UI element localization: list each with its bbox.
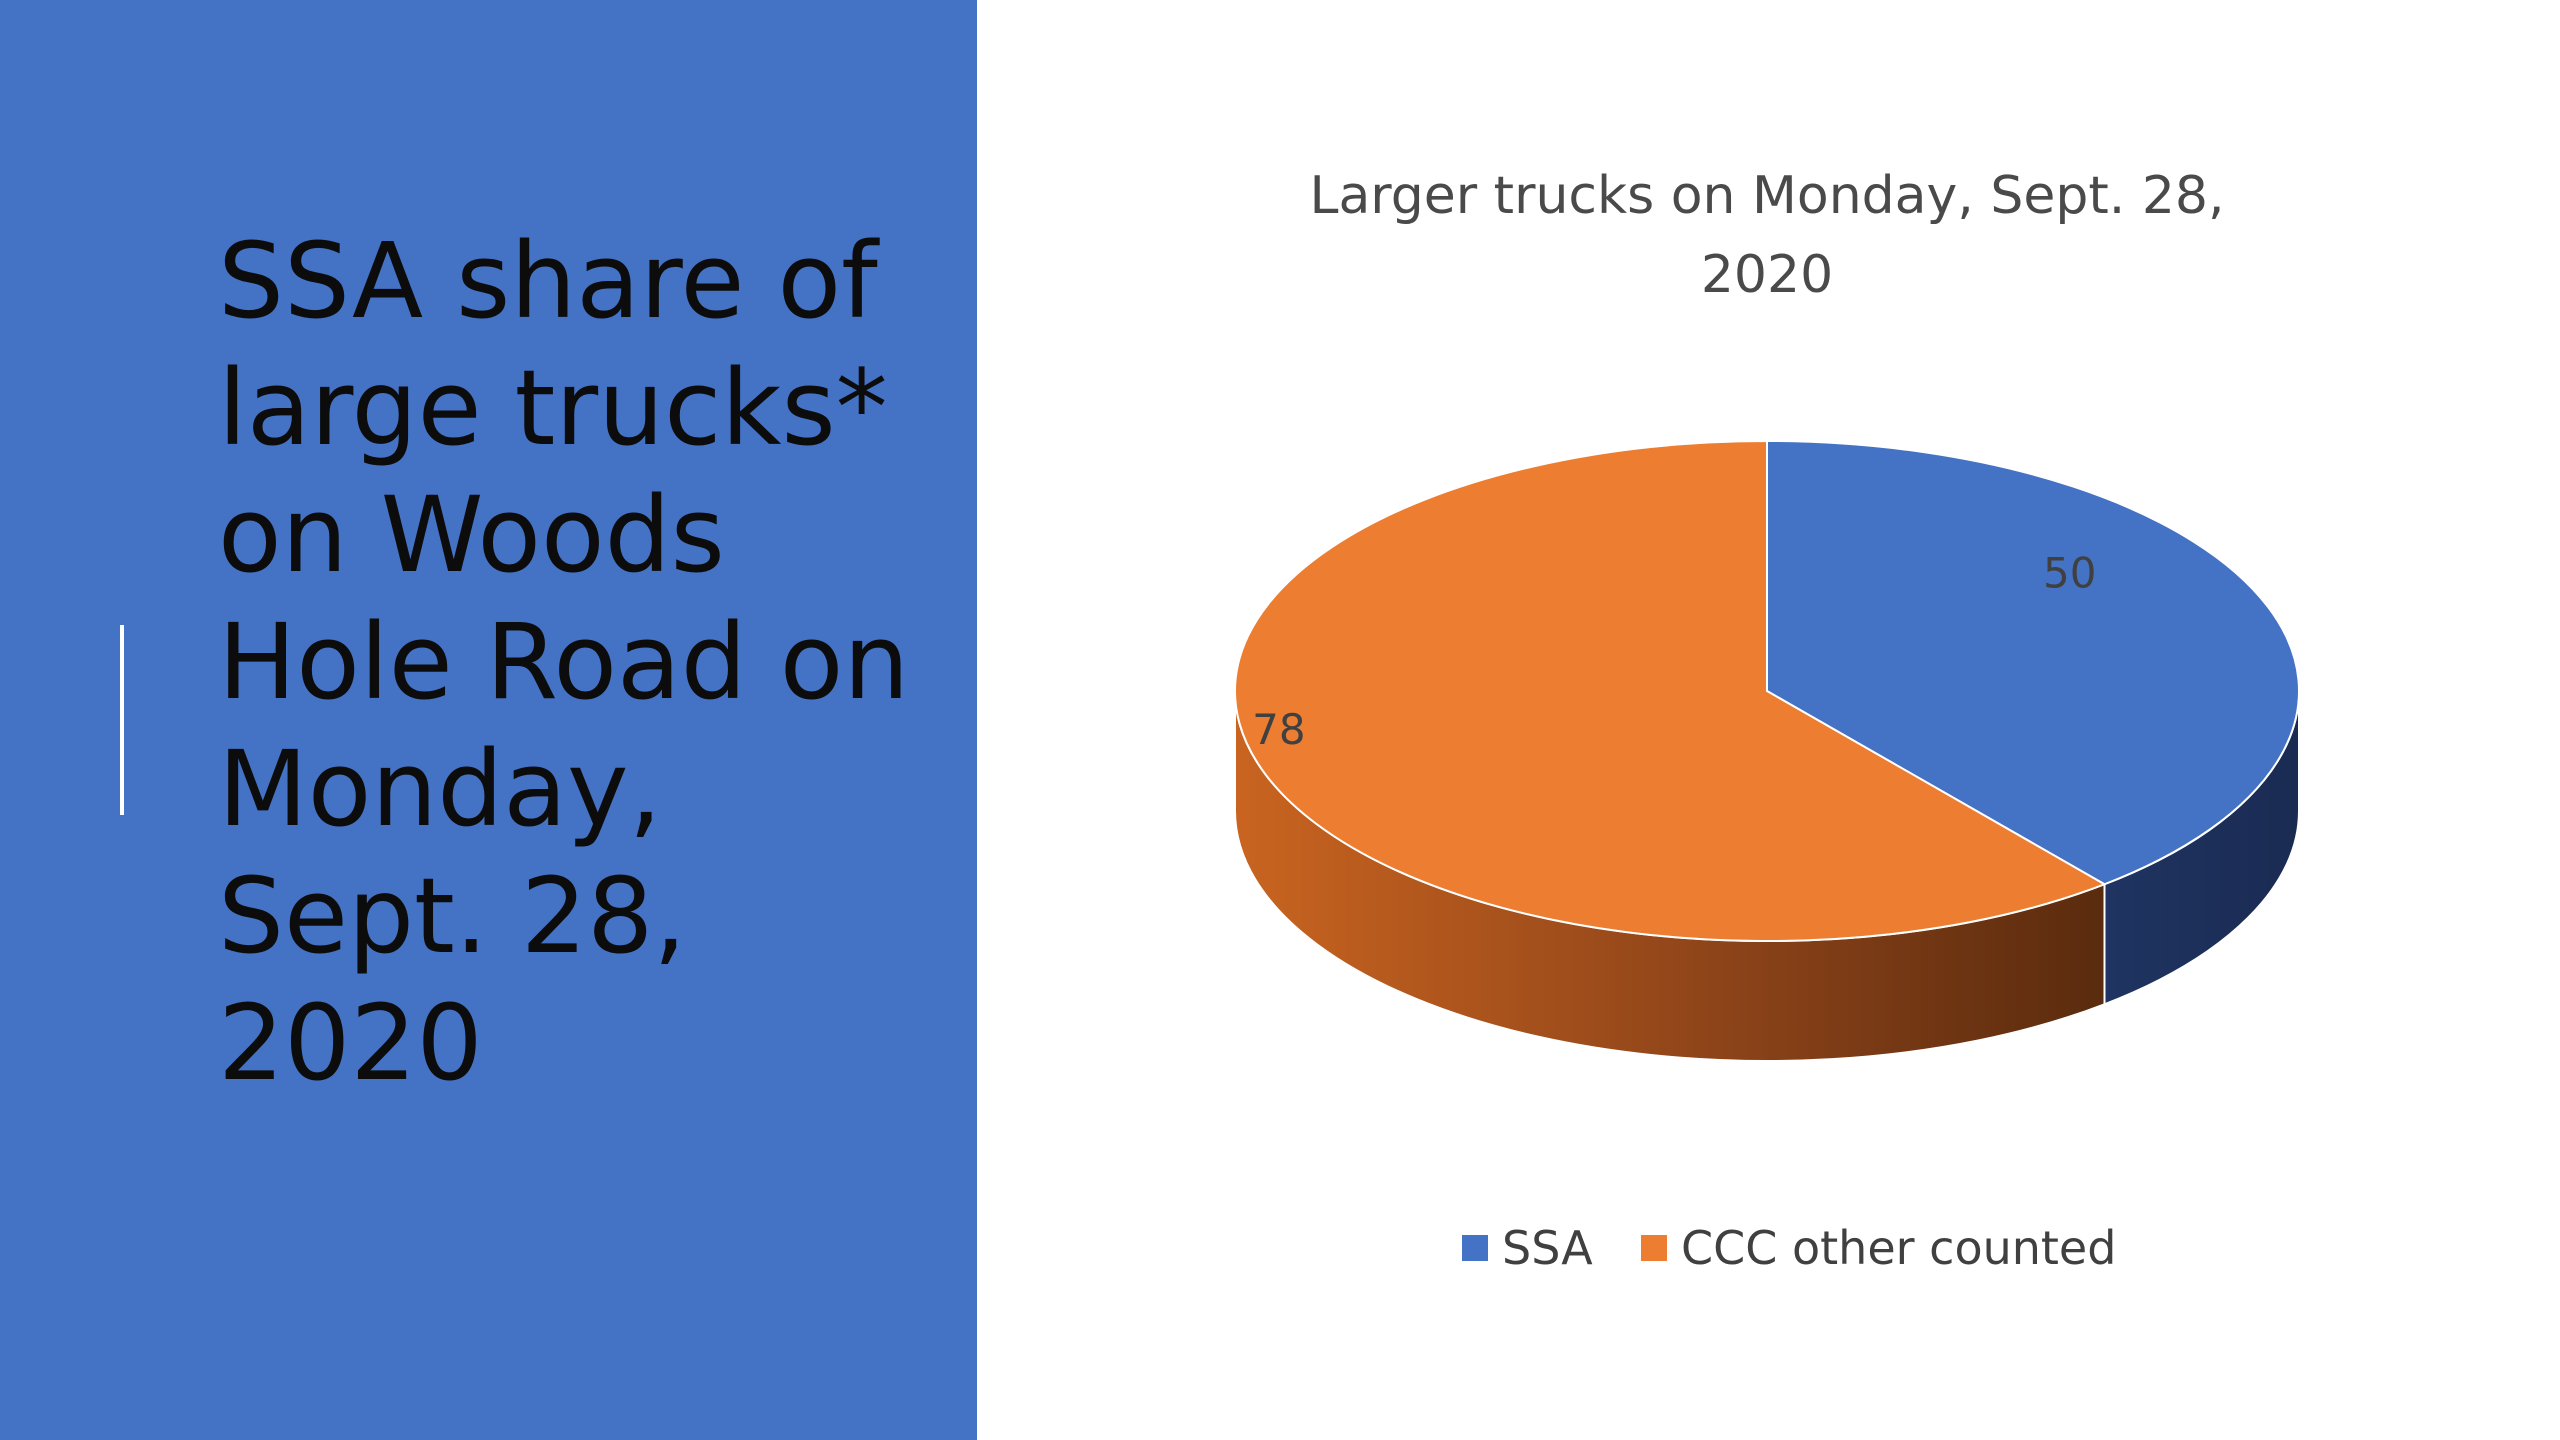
- title-panel: SSA share of large trucks* on Woods Hole…: [0, 0, 977, 1440]
- legend-swatch-ccc-other-counted: [1641, 1235, 1667, 1261]
- data-label-ccc-other-counted: 78: [1252, 705, 1305, 754]
- chart-legend: SSA CCC other counted: [1462, 1221, 2116, 1275]
- pie-group: 50 78: [1234, 440, 2300, 1062]
- slide-title: SSA share of large trucks* on Woods Hole…: [218, 220, 910, 1104]
- accent-bar: [120, 625, 124, 815]
- data-label-ssa: 50: [2043, 549, 2096, 598]
- pie-slice-ssa: [1766, 440, 2300, 886]
- legend-label-ssa: SSA: [1502, 1221, 1593, 1275]
- chart-title-line-1: Larger trucks on Monday, Sept. 28,: [1309, 166, 2224, 226]
- chart-title-line-2: 2020: [1701, 245, 1833, 305]
- pie-slice-ccc-other-counted: [1234, 440, 2106, 942]
- pie-chart: Larger trucks on Monday, Sept. 28, 2020 …: [1234, 166, 2300, 1275]
- legend-swatch-ssa: [1462, 1235, 1488, 1261]
- legend-label-ccc-other-counted: CCC other counted: [1681, 1221, 2116, 1275]
